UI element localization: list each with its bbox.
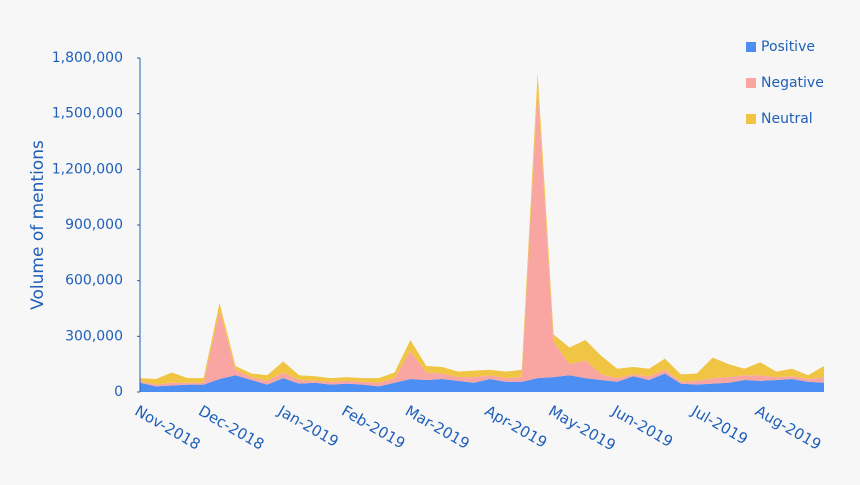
area: [140, 373, 824, 392]
x-tick-label: Nov-2018: [132, 402, 204, 454]
legend-label: Positive: [761, 39, 815, 55]
legend-label: Neutral: [761, 111, 813, 127]
x-tick-label: Aug-2019: [752, 402, 824, 454]
area: [140, 72, 824, 385]
x-tick-label: Apr-2019: [482, 402, 550, 452]
y-tick-label: 1,200,000: [52, 161, 123, 177]
x-tick-label: Jul-2019: [688, 401, 751, 448]
legend-swatch: [746, 114, 756, 124]
legend-swatch: [746, 78, 756, 88]
legend-label: Negative: [761, 75, 824, 91]
x-tick-label: Jan-2019: [274, 401, 342, 450]
legend-swatch: [746, 42, 756, 52]
x-tick-label: May-2019: [545, 402, 618, 455]
y-tick-label: 0: [114, 384, 123, 400]
x-tick-label: Mar-2019: [402, 402, 472, 453]
y-tick-label: 1,500,000: [52, 106, 123, 122]
y-axis-title: Volume of mentions: [28, 140, 48, 310]
area: [140, 88, 824, 387]
x-tick-label: Dec-2018: [195, 402, 267, 454]
y-tick-label: 900,000: [65, 217, 123, 233]
y-tick-label: 1,800,000: [52, 50, 123, 66]
x-tick-label: Jun-2019: [608, 401, 676, 451]
y-tick-label: 600,000: [65, 273, 123, 289]
y-tick-label: 300,000: [65, 328, 123, 344]
x-tick-label: Feb-2019: [339, 402, 409, 453]
